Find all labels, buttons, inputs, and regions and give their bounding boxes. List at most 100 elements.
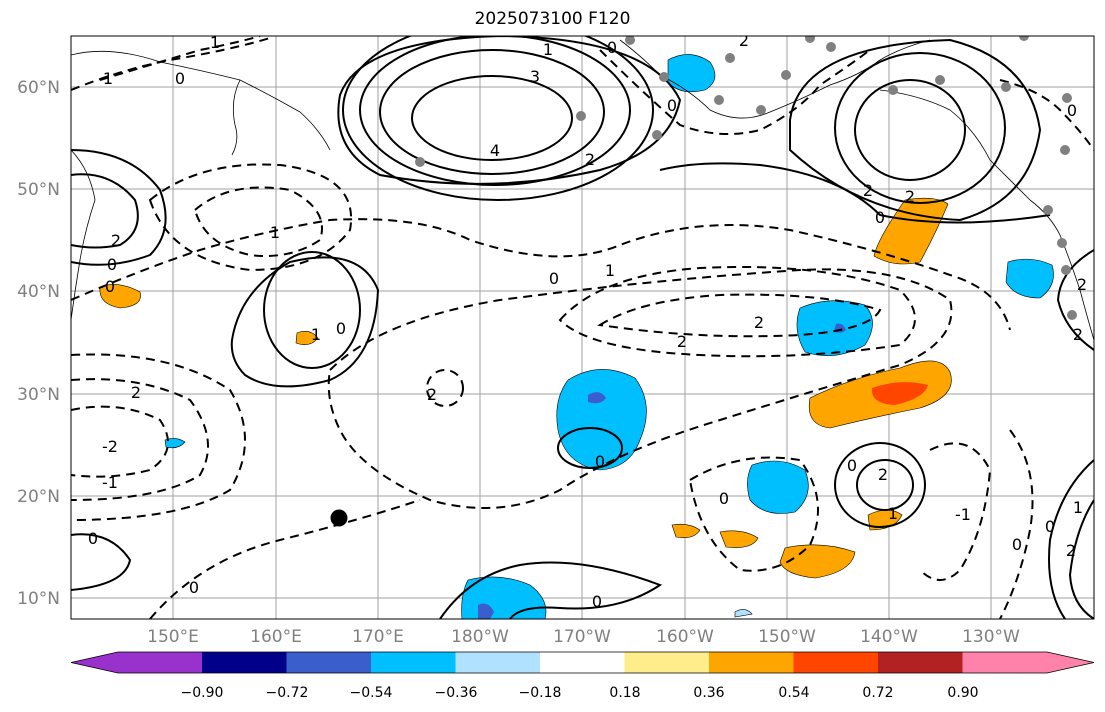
lon-label: 170°E — [352, 627, 404, 647]
contour-label-neg2-east: 2 — [754, 313, 764, 332]
contour-label-0-west: 0 — [336, 319, 346, 338]
contour-label-1-e: 1 — [1073, 498, 1083, 517]
colorbar-tick: 0.18 — [609, 685, 640, 701]
colorbar-tick: 0.90 — [947, 685, 978, 701]
contour-high-0 — [337, 36, 682, 185]
contour-ne-0 — [659, 162, 1051, 224]
contour-label-0-ne: 0 — [875, 208, 885, 227]
contour-label-1-west: 1 — [311, 325, 321, 344]
contour-label-2-ne-b: 2 — [905, 187, 915, 206]
blue-patch-alaska — [667, 54, 716, 93]
contour-label-neg1-mid: 1 — [605, 261, 615, 280]
lon-label: 170°W — [553, 627, 611, 647]
contour-label-0-japan: 0 — [107, 255, 117, 274]
lon-labels: 150°E 160°E 170°E 180°W 170°W 160°W 150°… — [147, 627, 1020, 647]
lon-label: 140°W — [860, 627, 918, 647]
lon-label: 160°E — [250, 627, 302, 647]
contour-south-2 — [856, 459, 914, 511]
contour-label-neg2-sw: -2 — [102, 437, 118, 456]
contour-label-3: 3 — [530, 67, 540, 86]
map-title: 2025073100 F120 — [474, 9, 631, 29]
contour-ne-1 — [789, 38, 1042, 222]
dashed-contours — [71, 36, 1094, 619]
contour-dateline-0 — [439, 561, 663, 619]
lon-label: 160°W — [656, 627, 714, 647]
contour-label-neg1-e: -1 — [955, 505, 971, 524]
map-frame — [70, 35, 1095, 620]
colorbar-outline — [70, 651, 1095, 674]
contour-west-0 — [230, 256, 380, 388]
contour-high-3 — [379, 49, 605, 175]
contour-neg-sw-0 — [71, 353, 246, 521]
solid-contours — [71, 36, 1094, 619]
blue-patch-east — [796, 300, 873, 356]
contour-label-0-nw: 0 — [175, 69, 185, 88]
blue-patch-midpacific — [556, 369, 647, 471]
contour-neg-coast-0 — [999, 79, 1094, 151]
contour-neg-hawaii-0 — [688, 456, 819, 572]
contour-label-0-midblue: 0 — [595, 452, 605, 471]
contour-ne-3 — [854, 79, 966, 181]
colorbar-segment — [709, 652, 794, 673]
contour-label-0-e: 0 — [1012, 535, 1022, 554]
colorbar-extend-right — [1047, 652, 1094, 673]
contour-se-2 — [1068, 499, 1094, 619]
colorbar-tick: −0.36 — [435, 685, 478, 701]
contour-mid-0 — [557, 427, 623, 469]
contour-neg-ridge-0 — [71, 218, 1011, 331]
orange-patch-small-west — [295, 331, 319, 345]
contour-label-1-nw: 1 — [210, 33, 220, 52]
contour-label-2-ne: 2 — [863, 181, 873, 200]
contour-label-neg1-sw: -1 — [102, 473, 118, 492]
contour-se-1 — [1048, 459, 1094, 619]
lon-label: 130°W — [962, 627, 1020, 647]
contour-label-2-coast-b: 2 — [1073, 325, 1083, 344]
contour-south-1 — [834, 442, 926, 528]
station-dots — [415, 36, 1077, 320]
contour-label-neg0-mid: 0 — [549, 269, 559, 288]
colorbar — [70, 651, 1095, 674]
contour-sw-0 — [71, 533, 132, 591]
contour-label-2-e: 2 — [1066, 541, 1076, 560]
contour-label-0-japan-b: 0 — [105, 277, 115, 296]
gridlines — [71, 36, 1094, 619]
orange-patch-hawaii-1 — [671, 523, 701, 538]
map-content: 4 3 2 1 0 1 0 0 2 2 0 2 0 0 1 2 2 1 0 1 — [71, 33, 1094, 619]
colorbar-segment — [878, 652, 963, 673]
blue-patch-south — [747, 460, 809, 514]
contour-labels: 4 3 2 1 0 1 0 0 2 2 0 2 0 0 1 2 2 1 0 1 — [88, 33, 1087, 611]
lat-label: 30°N — [17, 385, 60, 405]
contour-label-2-se: 2 — [878, 465, 888, 484]
colorbar-segment — [286, 652, 371, 673]
contour-label-2: 2 — [585, 150, 595, 169]
orange-patch-hawaii-2 — [719, 530, 759, 548]
orange-patch-japan — [99, 284, 141, 309]
lon-label: 180°W — [451, 627, 509, 647]
shaded-regions — [99, 54, 1054, 619]
contour-neg-ak-0 — [599, 49, 871, 135]
colorbar-tick: 0.72 — [862, 685, 893, 701]
orange-patch-hawaii-3 — [779, 544, 856, 579]
red-core-band — [871, 382, 928, 405]
contour-label-2-coast: 2 — [1077, 275, 1087, 294]
contour-label-0-se: 0 — [847, 456, 857, 475]
contour-label-0-s: 0 — [189, 578, 199, 597]
contour-label-2-japan: 2 — [111, 231, 121, 250]
contour-neg-small-2 — [426, 369, 464, 407]
colorbar-segment — [455, 652, 540, 673]
colorbar-segment — [118, 652, 202, 673]
colorbar-tick: −0.18 — [519, 685, 562, 701]
contour-label-2-sw: 2 — [131, 383, 141, 402]
lightblue-patch-small — [734, 609, 753, 618]
lat-label: 60°N — [17, 78, 60, 98]
lat-label: 20°N — [17, 487, 60, 507]
colorbar-segment — [624, 652, 709, 673]
contour-neg-w-0 — [148, 163, 353, 272]
contour-label-0-hawaii: 0 — [719, 489, 729, 508]
colorbar-tick: −0.72 — [266, 685, 309, 701]
lat-label: 50°N — [17, 180, 60, 200]
contour-label-neg2-mid: 2 — [677, 332, 687, 351]
colorbar-segment — [962, 652, 1047, 673]
